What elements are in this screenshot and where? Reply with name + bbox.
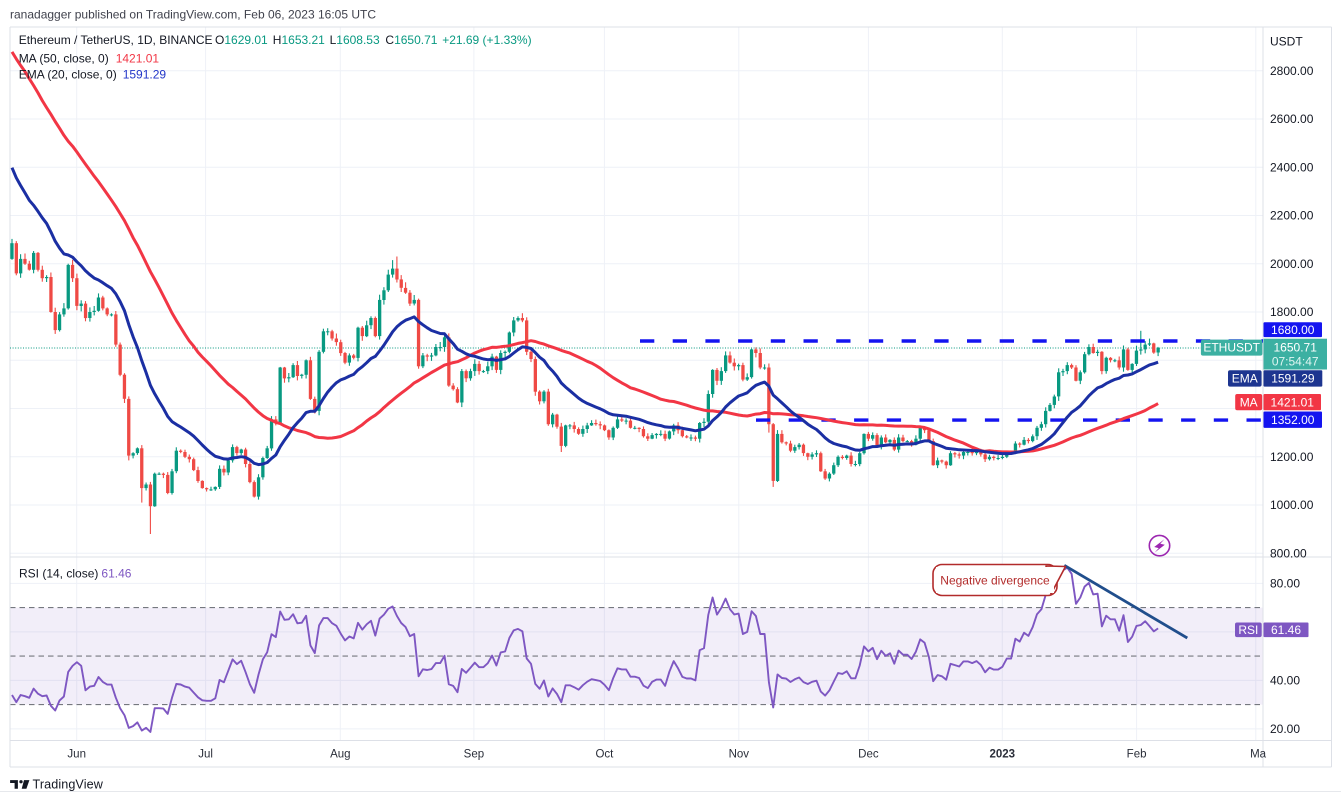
svg-text:61.46: 61.46: [1271, 623, 1301, 637]
svg-text:1591.29: 1591.29: [123, 68, 167, 82]
svg-text:80.00: 80.00: [1270, 577, 1300, 591]
svg-text:RSI (14, close): RSI (14, close): [19, 567, 98, 581]
svg-text:1680.00: 1680.00: [1271, 323, 1315, 337]
svg-text:2000.00: 2000.00: [1270, 257, 1314, 271]
svg-text:Ethereum / TetherUS, 1D, BINAN: Ethereum / TetherUS, 1D, BINANCE: [19, 33, 213, 47]
svg-text:Aug: Aug: [330, 749, 350, 761]
svg-text:TradingView: TradingView: [33, 777, 104, 791]
svg-text:Negative divergence: Negative divergence: [940, 574, 1050, 588]
svg-text:ranadagger published on Tradin: ranadagger published on TradingView.com,…: [10, 8, 376, 22]
svg-text:Dec: Dec: [858, 749, 879, 761]
svg-text:1650.71: 1650.71: [1274, 340, 1318, 354]
svg-text:Jun: Jun: [67, 749, 86, 761]
svg-text:2800.00: 2800.00: [1270, 64, 1314, 78]
svg-text:1591.29: 1591.29: [1271, 372, 1315, 386]
svg-text:1000.00: 1000.00: [1270, 498, 1314, 512]
svg-text:MA (50, close, 0): MA (50, close, 0): [19, 51, 109, 65]
svg-text:2600.00: 2600.00: [1270, 112, 1314, 126]
svg-text:O1629.01: O1629.01: [215, 33, 268, 47]
svg-text:+21.69 (+1.33%): +21.69 (+1.33%): [442, 33, 531, 47]
svg-text:RSI: RSI: [1238, 623, 1258, 637]
svg-text:1421.01: 1421.01: [116, 51, 160, 65]
svg-text:1352.00: 1352.00: [1271, 413, 1315, 427]
svg-text:2023: 2023: [990, 749, 1016, 761]
svg-text:1421.01: 1421.01: [1271, 395, 1315, 409]
svg-text:1800.00: 1800.00: [1270, 305, 1314, 319]
svg-text:EMA (20, close, 0): EMA (20, close, 0): [19, 68, 117, 82]
svg-text:2400.00: 2400.00: [1270, 160, 1314, 174]
svg-text:Ma: Ma: [1250, 749, 1267, 761]
svg-text:Nov: Nov: [729, 749, 750, 761]
svg-text:C1650.71: C1650.71: [385, 33, 437, 47]
svg-text:07:54:47: 07:54:47: [1272, 355, 1319, 369]
svg-text:800.00: 800.00: [1270, 547, 1307, 561]
svg-text:Feb: Feb: [1127, 749, 1147, 761]
svg-text:61.46: 61.46: [101, 567, 131, 581]
svg-text:MA: MA: [1240, 395, 1258, 409]
svg-text:EMA: EMA: [1232, 372, 1258, 386]
svg-text:40.00: 40.00: [1270, 674, 1300, 688]
svg-text:ETHUSDT: ETHUSDT: [1203, 341, 1260, 355]
svg-text:Oct: Oct: [595, 749, 614, 761]
svg-text:USDT: USDT: [1270, 35, 1303, 49]
svg-text:20.00: 20.00: [1270, 722, 1300, 736]
svg-text:1200.00: 1200.00: [1270, 450, 1314, 464]
svg-text:Jul: Jul: [198, 749, 213, 761]
svg-text:L1608.53: L1608.53: [330, 33, 380, 47]
svg-text:Sep: Sep: [464, 749, 484, 761]
svg-text:2200.00: 2200.00: [1270, 209, 1314, 223]
svg-text:H1653.21: H1653.21: [273, 33, 325, 47]
